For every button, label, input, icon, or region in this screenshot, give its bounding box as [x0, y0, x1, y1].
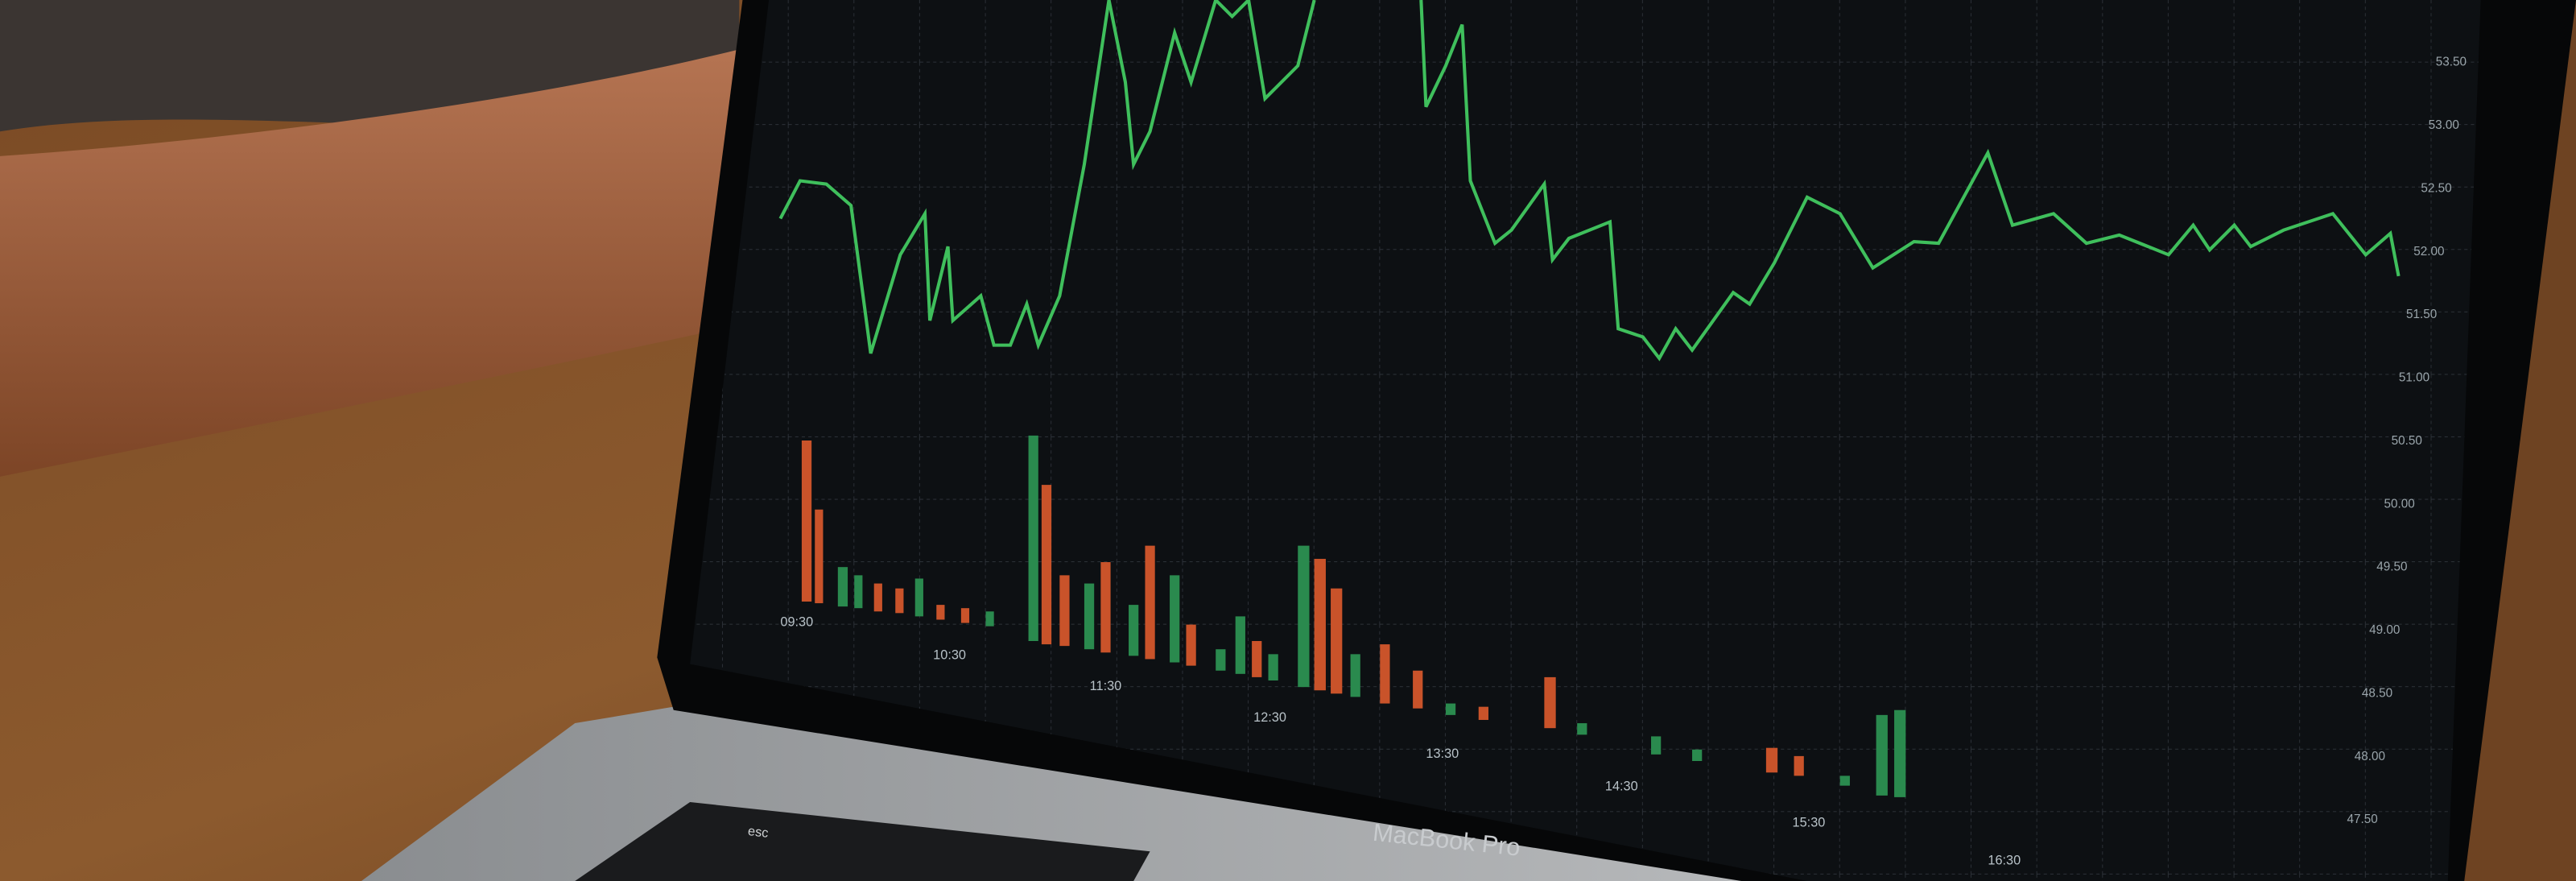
volume-bars [801, 435, 1906, 797]
time-label: 15:30 [1793, 816, 1826, 830]
price-label: 51.50 [2406, 308, 2437, 321]
time-label: 12:30 [1253, 710, 1286, 725]
price-label: 52.00 [2413, 245, 2444, 259]
price-line [1419, 0, 2401, 362]
keyboard [575, 802, 1150, 881]
time-label: 10:30 [933, 647, 966, 662]
price-label: 53.50 [2436, 56, 2467, 69]
price-label: 51.00 [2399, 371, 2429, 385]
key-label: esc [747, 824, 769, 841]
price-label: 53.00 [2429, 118, 2459, 132]
time-label: 16:30 [1988, 854, 2021, 868]
price-line [778, 0, 1316, 354]
price-label: 49.50 [2376, 560, 2407, 574]
price-label: 48.00 [2355, 750, 2385, 763]
time-label: 13:30 [1426, 747, 1459, 761]
time-label: 11:30 [1090, 679, 1122, 693]
time-label: 09:30 [780, 615, 813, 630]
price-label: 49.00 [2369, 623, 2400, 637]
price-label: 50.50 [2392, 434, 2422, 448]
price-label: 52.50 [2421, 181, 2451, 195]
arm [0, 49, 740, 477]
time-label: 14:30 [1605, 780, 1638, 794]
price-label: 50.00 [2384, 497, 2414, 511]
price-label: 47.50 [2347, 813, 2378, 826]
price-label: 48.50 [2362, 686, 2392, 700]
